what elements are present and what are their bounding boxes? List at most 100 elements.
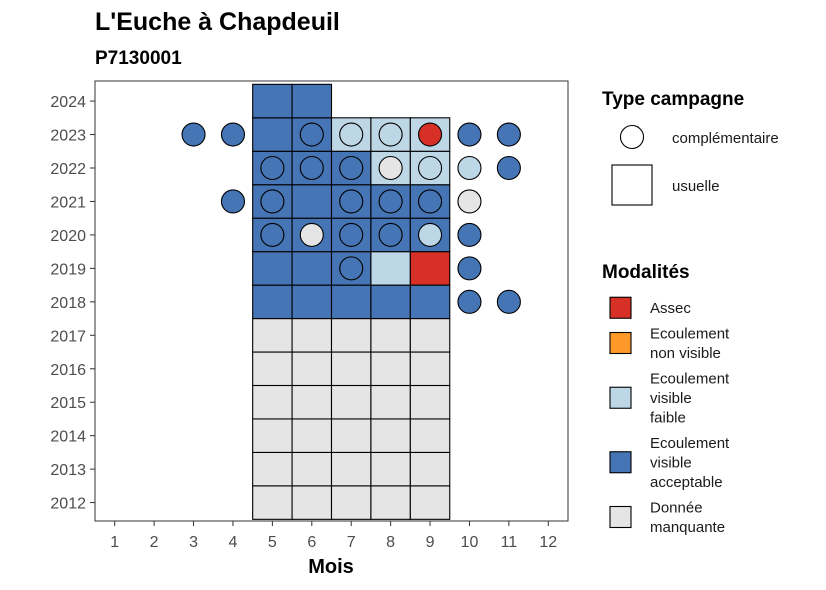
legend-label-usuelle: usuelle <box>672 178 720 195</box>
tile-2013-7 <box>330 451 372 487</box>
point-2018-11 <box>496 289 521 314</box>
tile-2016-8 <box>370 351 411 387</box>
tile-2019-5 <box>252 251 293 286</box>
point-2020-10 <box>457 222 482 247</box>
x-tick-label-3: 3 <box>189 534 198 551</box>
tile-2012-7 <box>330 485 372 520</box>
point-2022-11 <box>496 155 521 181</box>
y-tick-label-2015: 2015 <box>50 395 86 412</box>
legend-title-modalites: Modalités <box>602 262 690 283</box>
point-2023-4 <box>220 122 246 147</box>
tile-2013-6 <box>291 451 333 487</box>
tile-2012-9 <box>409 485 451 520</box>
legend-label-complementaire: complémentaire <box>672 130 779 147</box>
legend-key-assec <box>609 296 632 319</box>
tile-2016-9 <box>409 351 451 387</box>
point-2020-7 <box>339 222 364 247</box>
legend-key-ecoulement-visible-acceptable <box>609 451 632 474</box>
tile-2016-5 <box>252 351 293 387</box>
tile-2017-7 <box>330 318 372 353</box>
legend-label-donnee-manquante: Donnée manquante <box>650 500 725 537</box>
x-tick-label-8: 8 <box>386 534 395 551</box>
y-tick-label-2019: 2019 <box>50 261 86 278</box>
x-tick-label-9: 9 <box>426 534 435 551</box>
x-tick-label-4: 4 <box>229 534 238 551</box>
x-tick-label-10: 10 <box>461 534 479 551</box>
x-tick-label-12: 12 <box>539 534 557 551</box>
tile-2018-5 <box>252 284 293 320</box>
point-2019-7 <box>339 256 364 281</box>
y-tick-label-2022: 2022 <box>50 161 86 178</box>
tile-2016-6 <box>291 351 333 387</box>
tile-2014-9 <box>409 418 451 453</box>
tile-2017-5 <box>252 318 293 353</box>
point-2023-7 <box>339 122 364 147</box>
y-tick-label-2023: 2023 <box>50 128 86 145</box>
y-tick-label-2017: 2017 <box>50 328 86 345</box>
point-2021-9 <box>417 189 443 214</box>
tile-2015-6 <box>291 384 333 420</box>
legend-key-donnee-manquante <box>609 505 632 529</box>
x-axis-title: Mois <box>308 556 354 578</box>
point-2023-3 <box>181 122 206 147</box>
legend-key-ecoulement-visible-faible <box>609 386 632 409</box>
point-2023-6 <box>299 122 324 147</box>
tile-2024-6 <box>291 83 333 119</box>
y-tick-label-2013: 2013 <box>50 462 86 479</box>
legend: Type campagne complémentaire usuelle Mod… <box>602 89 779 536</box>
tile-2018-6 <box>291 284 333 320</box>
tile-2023-5 <box>252 117 293 152</box>
plot-area: 1 2 3 4 5 6 7 8 9 10 11 122012201320142015201620172… <box>50 80 569 551</box>
legend-square-symbol <box>611 164 653 206</box>
point-2022-7 <box>339 155 364 181</box>
tile-2017-8 <box>370 318 411 353</box>
point-2023-9 <box>417 122 443 147</box>
point-2020-5 <box>260 222 285 247</box>
legend-label-ecoulement-visible-acceptable: Ecoulement visible acceptable <box>650 435 730 491</box>
point-2020-9 <box>417 222 443 247</box>
point-2021-5 <box>260 189 285 214</box>
tile-2014-6 <box>291 418 333 453</box>
point-2023-8 <box>378 122 403 147</box>
tile-2015-5 <box>252 384 293 420</box>
point-2019-10 <box>457 256 482 281</box>
tile-2018-9 <box>409 284 451 320</box>
tile-2016-7 <box>330 351 372 387</box>
legend-key-ecoulement-non-visible <box>609 331 632 355</box>
y-tick-label-2020: 2020 <box>50 228 86 245</box>
y-tick-label-2014: 2014 <box>50 429 86 446</box>
point-2022-10 <box>457 155 482 181</box>
point-2022-9 <box>417 155 443 181</box>
tile-2017-6 <box>291 318 333 353</box>
tile-2013-8 <box>370 451 411 487</box>
point-2022-5 <box>260 155 285 181</box>
x-tick-label-1: 1 <box>110 534 119 551</box>
tile-2021-6 <box>291 184 333 219</box>
legend-title-campagne: Type campagne <box>602 89 744 110</box>
x-tick-label-6: 6 <box>307 534 316 551</box>
point-2023-10 <box>457 122 482 147</box>
tile-2012-8 <box>370 485 411 520</box>
y-tick-label-2018: 2018 <box>50 295 86 312</box>
chart-title: L'Euche à Chapdeuil <box>95 8 340 36</box>
point-2023-11 <box>496 122 521 147</box>
tile-2012-5 <box>252 485 293 520</box>
tile-2015-7 <box>330 384 372 420</box>
tile-2024-5 <box>252 83 293 119</box>
point-2020-8 <box>378 222 403 247</box>
x-tick-label-2: 2 <box>150 534 159 551</box>
y-tick-label-2012: 2012 <box>50 496 86 513</box>
tile-2018-8 <box>370 284 411 320</box>
x-tick-label-5: 5 <box>268 534 277 551</box>
point-2018-10 <box>457 289 482 314</box>
tile-2013-5 <box>252 451 293 487</box>
tile-2017-9 <box>409 318 451 353</box>
y-tick-label-2024: 2024 <box>50 94 86 111</box>
point-2022-8 <box>378 155 403 181</box>
x-tick-label-7: 7 <box>347 534 356 551</box>
panel-border <box>94 80 569 522</box>
tile-2014-5 <box>252 418 293 453</box>
tile-2014-8 <box>370 418 411 453</box>
chart-subtitle: P7130001 <box>95 48 182 69</box>
